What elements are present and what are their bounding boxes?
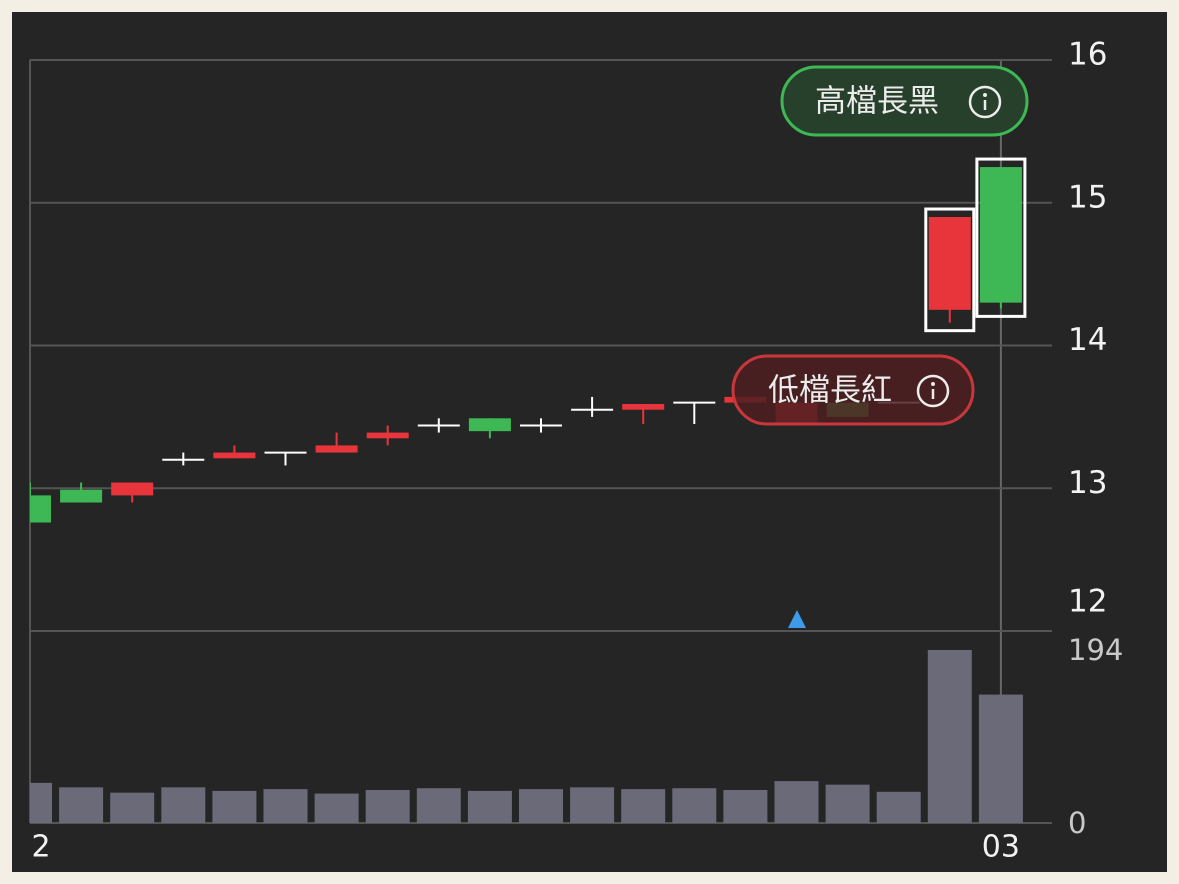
highlight-box bbox=[924, 207, 976, 333]
chart-background bbox=[12, 12, 1167, 872]
volume-bar bbox=[30, 782, 52, 823]
volume-bar bbox=[621, 789, 666, 823]
volume-bar bbox=[161, 787, 206, 823]
volume-tick-label: 194 bbox=[1068, 633, 1123, 667]
info-icon bbox=[968, 85, 1002, 119]
volume-bar bbox=[365, 790, 410, 823]
annotation-label: 高檔長黑 bbox=[815, 84, 939, 120]
volume-bar bbox=[723, 790, 768, 823]
y-tick-label: 15 bbox=[1068, 179, 1107, 215]
volume-bar bbox=[416, 788, 461, 823]
candle-body bbox=[979, 167, 1022, 303]
annotation-bubble bbox=[780, 65, 1029, 137]
volume-bar bbox=[876, 791, 921, 823]
y-tick-label: 14 bbox=[1068, 322, 1107, 358]
x-tick-label: 2 bbox=[31, 830, 50, 865]
volume-bar bbox=[927, 650, 972, 823]
candle-body bbox=[315, 445, 358, 453]
y-tick-label: 13 bbox=[1068, 465, 1107, 501]
volume-bar bbox=[570, 787, 615, 823]
volume-bar bbox=[467, 790, 512, 823]
y-tick-label: 16 bbox=[1068, 37, 1107, 73]
highlight-box bbox=[975, 157, 1027, 318]
candle-body bbox=[213, 452, 256, 459]
volume-bar bbox=[978, 694, 1023, 823]
info-icon-dot bbox=[983, 93, 987, 97]
volume-bar bbox=[672, 788, 717, 823]
volume-bar bbox=[774, 781, 819, 823]
volume-bar bbox=[212, 790, 257, 823]
annotation-label: 低檔長紅 bbox=[768, 373, 892, 409]
volume-tick-label: 0 bbox=[1068, 806, 1086, 840]
info-icon-dot bbox=[931, 382, 935, 386]
candle-body bbox=[111, 482, 154, 496]
info-icon bbox=[916, 374, 950, 408]
volume-bar bbox=[314, 793, 359, 823]
volume-bar bbox=[825, 784, 870, 823]
candle-body bbox=[366, 432, 409, 439]
candle-body bbox=[30, 495, 51, 523]
candle-body bbox=[622, 404, 665, 410]
y-tick-label: 12 bbox=[1068, 584, 1107, 620]
candle-body bbox=[60, 489, 103, 503]
signal-marker bbox=[788, 610, 806, 628]
annotation-bubble bbox=[731, 354, 975, 426]
volume-bar bbox=[110, 792, 155, 823]
candle-body bbox=[468, 418, 511, 432]
candle-body bbox=[928, 217, 971, 310]
plot bbox=[30, 167, 1023, 823]
volume-bar bbox=[59, 787, 104, 823]
volume-bar bbox=[519, 789, 563, 823]
x-tick-label: 03 bbox=[982, 830, 1020, 865]
volume-bar bbox=[263, 789, 308, 823]
